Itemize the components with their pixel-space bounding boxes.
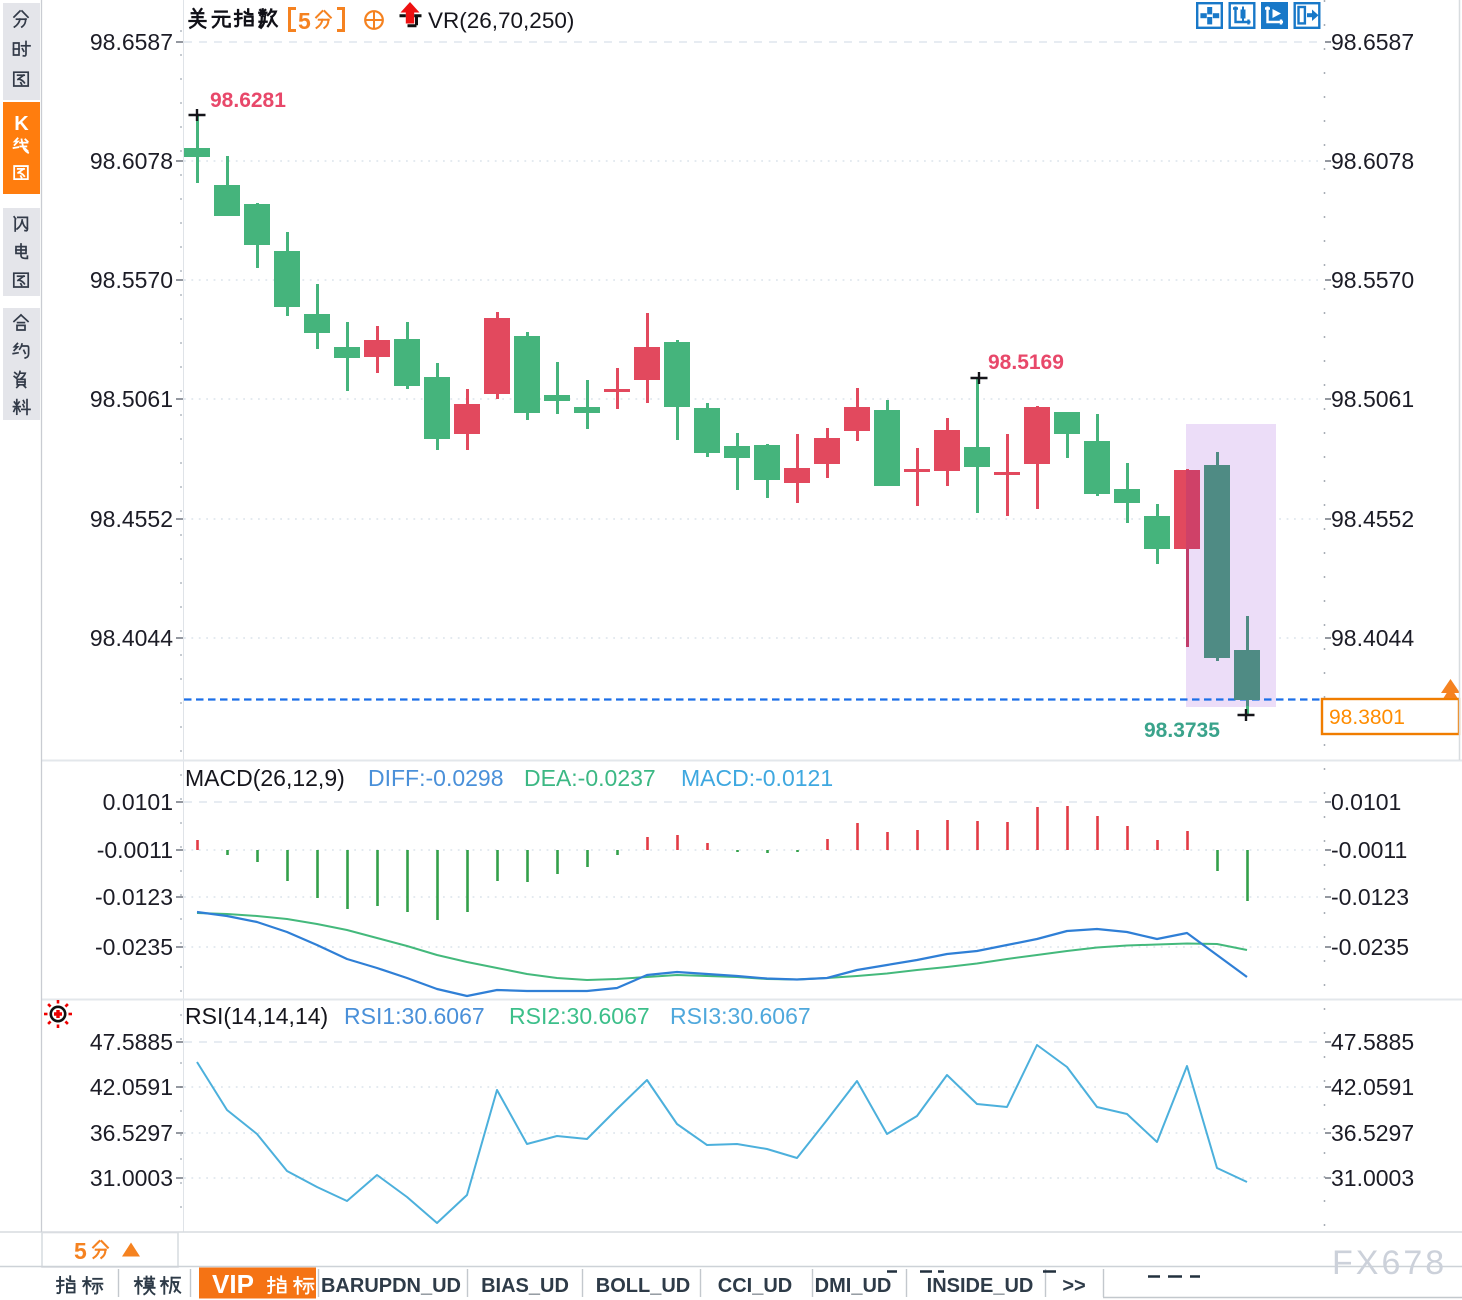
svg-text:98.6587: 98.6587 bbox=[90, 29, 173, 55]
svg-text:RSI3:30.6067: RSI3:30.6067 bbox=[670, 1003, 811, 1029]
svg-text:DIFF:-0.0298: DIFF:-0.0298 bbox=[368, 765, 504, 791]
svg-text:MACD:-0.0121: MACD:-0.0121 bbox=[681, 765, 833, 791]
svg-text:98.5169: 98.5169 bbox=[988, 351, 1064, 374]
svg-text:98.6281: 98.6281 bbox=[210, 89, 286, 112]
svg-text:VIP: VIP bbox=[212, 1269, 254, 1299]
svg-text:-0.0235: -0.0235 bbox=[95, 934, 173, 960]
svg-text:FX678: FX678 bbox=[1332, 1244, 1447, 1282]
svg-text:RSI2:30.6067: RSI2:30.6067 bbox=[509, 1003, 650, 1029]
svg-text:CCI_UD: CCI_UD bbox=[718, 1275, 792, 1297]
svg-text:INSIDE_UD: INSIDE_UD bbox=[927, 1275, 1034, 1297]
svg-text:98.5061: 98.5061 bbox=[90, 386, 173, 412]
svg-text:0.0101: 0.0101 bbox=[1331, 789, 1401, 815]
svg-text:0.0101: 0.0101 bbox=[103, 789, 173, 815]
svg-text:RSI1:30.6067: RSI1:30.6067 bbox=[344, 1003, 485, 1029]
svg-text:-0.0011: -0.0011 bbox=[97, 837, 173, 863]
svg-text:98.3735: 98.3735 bbox=[1144, 719, 1220, 742]
svg-text:MACD(26,12,9): MACD(26,12,9) bbox=[185, 765, 345, 791]
svg-text:42.0591: 42.0591 bbox=[90, 1074, 173, 1100]
svg-text:42.0591: 42.0591 bbox=[1331, 1074, 1414, 1100]
svg-text:>>: >> bbox=[1062, 1275, 1085, 1297]
svg-text:98.5570: 98.5570 bbox=[90, 267, 173, 293]
svg-text:-0.0123: -0.0123 bbox=[95, 884, 173, 910]
svg-text:98.5570: 98.5570 bbox=[1331, 267, 1414, 293]
svg-text:31.0003: 31.0003 bbox=[90, 1165, 173, 1191]
svg-text:98.4552: 98.4552 bbox=[90, 506, 173, 532]
svg-text:5: 5 bbox=[298, 8, 311, 34]
svg-text:VR(26,70,250): VR(26,70,250) bbox=[428, 8, 574, 33]
svg-text:98.6587: 98.6587 bbox=[1331, 29, 1414, 55]
svg-text:-0.0011: -0.0011 bbox=[1331, 837, 1407, 863]
svg-text:BOLL_UD: BOLL_UD bbox=[596, 1275, 690, 1297]
svg-text:36.5297: 36.5297 bbox=[90, 1120, 173, 1146]
svg-text:98.4044: 98.4044 bbox=[90, 625, 173, 651]
svg-text:98.4044: 98.4044 bbox=[1331, 625, 1414, 651]
svg-text:-0.0123: -0.0123 bbox=[1331, 884, 1409, 910]
svg-text:47.5885: 47.5885 bbox=[90, 1029, 173, 1055]
svg-text:98.4552: 98.4552 bbox=[1331, 506, 1414, 532]
svg-text:-0.0235: -0.0235 bbox=[1331, 934, 1409, 960]
svg-text:98.6078: 98.6078 bbox=[90, 148, 173, 174]
svg-text:RSI(14,14,14): RSI(14,14,14) bbox=[185, 1003, 328, 1029]
svg-text:98.5061: 98.5061 bbox=[1331, 386, 1414, 412]
svg-text:98.3801: 98.3801 bbox=[1329, 706, 1405, 729]
svg-text:K: K bbox=[14, 113, 29, 135]
svg-text:5: 5 bbox=[74, 1238, 87, 1264]
svg-text:BARUPDN_UD: BARUPDN_UD bbox=[321, 1275, 461, 1297]
svg-text:BIAS_UD: BIAS_UD bbox=[481, 1275, 569, 1297]
svg-text:36.5297: 36.5297 bbox=[1331, 1120, 1414, 1146]
svg-text:DEA:-0.0237: DEA:-0.0237 bbox=[524, 765, 656, 791]
svg-text:98.6078: 98.6078 bbox=[1331, 148, 1414, 174]
svg-text:31.0003: 31.0003 bbox=[1331, 1165, 1414, 1191]
svg-text:DMI_UD: DMI_UD bbox=[815, 1275, 892, 1297]
svg-text:47.5885: 47.5885 bbox=[1331, 1029, 1414, 1055]
